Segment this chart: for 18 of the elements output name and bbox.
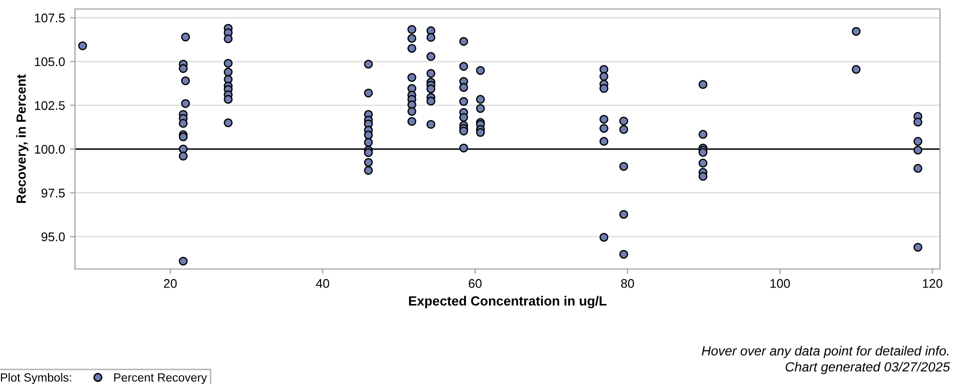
y-tick-label: 102.5 [34, 101, 65, 110]
legend-label: Percent Recovery [114, 373, 208, 384]
y-tick-label: 100.0 [34, 144, 65, 154]
y-tick-label: 107.5 [34, 14, 65, 22]
x-tick-label: 80 [621, 279, 634, 288]
text: Hover over any data point for detailed info. [702, 346, 948, 358]
x-tick-label: 40 [316, 279, 330, 288]
x-axis-title: Expected Concentration in ug/L [409, 296, 606, 308]
legend-title: Plot Symbols: [0, 372, 72, 384]
x-tick-label: 60 [468, 279, 482, 288]
y-tick-label: 105.0 [34, 57, 65, 66]
x-tick-label: 120 [922, 279, 942, 288]
x-tick-label: 20 [164, 279, 177, 288]
text: Chart generated 03/27/2025 [786, 362, 950, 374]
y-axis-title: Recovery, in Percent [16, 74, 28, 203]
y-tick-label: 97.5 [42, 188, 65, 198]
x-tick-label: 100 [770, 279, 790, 288]
y-tick-label: 95.0 [42, 232, 65, 242]
